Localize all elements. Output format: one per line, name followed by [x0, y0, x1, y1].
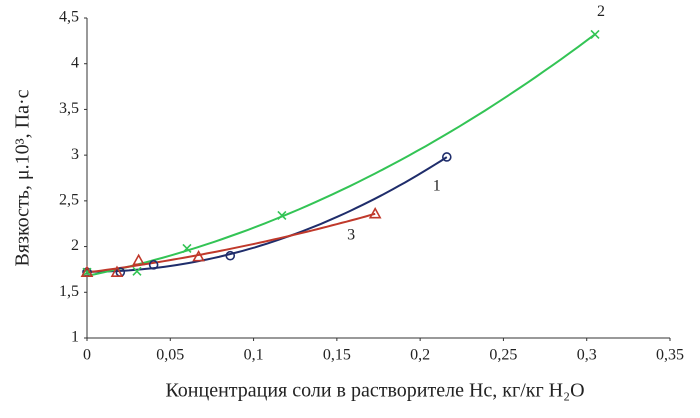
point [277, 210, 287, 221]
y-tick-label: 4 [71, 54, 79, 71]
trend-line [86, 33, 596, 277]
point [192, 249, 205, 262]
point [132, 266, 142, 276]
point [441, 152, 452, 162]
y-tick-label: 3,5 [59, 100, 79, 117]
curve-label: 1 [433, 178, 441, 195]
point [225, 250, 236, 261]
point [82, 267, 92, 277]
y-tick-label: 1,5 [59, 283, 79, 300]
y-tick-label: 2,5 [59, 192, 79, 209]
point [368, 207, 382, 219]
y-tick-label: 4,5 [59, 9, 79, 26]
y-tick-label: 2 [71, 237, 79, 254]
x-tick-label: 0 [83, 347, 91, 364]
x-axis-label: Концентрация соли в растворителе Hс, кг/… [165, 380, 584, 402]
point [132, 253, 145, 266]
curve-label: 3 [347, 226, 355, 243]
y-axis-label: Вязкость, μ.10³, Па·с [12, 89, 34, 266]
point [148, 260, 159, 270]
point [110, 265, 124, 277]
x-tick-label: 0,25 [489, 347, 517, 364]
x-tick-label: 0,3 [577, 347, 597, 364]
x-tick-label: 0,05 [156, 347, 184, 364]
curve-label: 2 [597, 3, 605, 20]
x-tick-label: 0,15 [323, 347, 351, 364]
y-tick-label: 1 [71, 329, 79, 346]
x-tick-label: 0,35 [656, 347, 684, 364]
x-tick-label: 0,1 [244, 347, 264, 364]
trend-line [86, 156, 448, 273]
y-tick-label: 3 [71, 146, 79, 163]
point [80, 265, 94, 277]
trend-line [86, 212, 376, 274]
point [182, 243, 192, 253]
point [590, 29, 600, 40]
x-tick-label: 0,2 [410, 347, 430, 364]
